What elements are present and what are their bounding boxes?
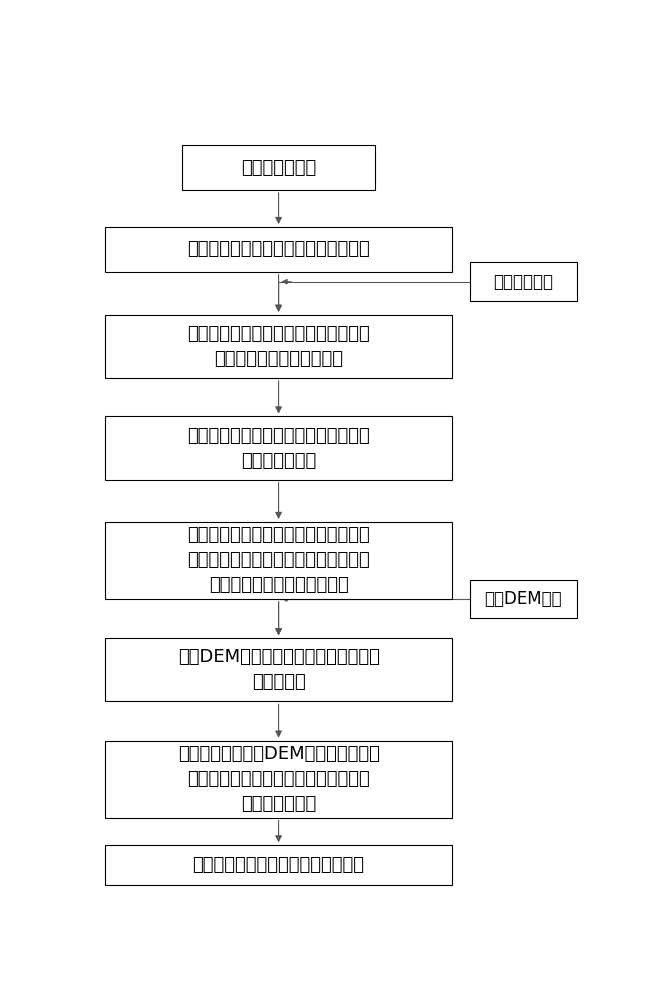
Bar bbox=[182, 145, 376, 190]
Bar bbox=[470, 580, 577, 618]
Text: 设定分段规则，对河道中心线进行分段: 设定分段规则，对河道中心线进行分段 bbox=[188, 240, 370, 258]
Bar bbox=[105, 638, 452, 701]
Text: 河道中心线数据: 河道中心线数据 bbox=[241, 159, 316, 177]
Bar bbox=[105, 227, 452, 272]
Bar bbox=[105, 522, 452, 599]
Text: 遍历DEM网格，基于最近邻插值法计算
网格水位值: 遍历DEM网格，基于最近邻插值法计算 网格水位值 bbox=[178, 648, 380, 691]
Bar bbox=[105, 741, 452, 818]
Bar bbox=[470, 262, 577, 301]
Text: 计算每个水位监测站点到河道中心线的
垂线及其在中心线上的交点: 计算每个水位监测站点到河道中心线的 垂线及其在中心线上的交点 bbox=[188, 325, 370, 368]
Text: 在河道中心处取一DEM网格作为起始种
子点，执行种子区域生长算法，标记所
有洪水淹没网格: 在河道中心处取一DEM网格作为起始种 子点，执行种子区域生长算法，标记所 有洪水… bbox=[178, 745, 380, 813]
Text: 水位监测数据: 水位监测数据 bbox=[494, 273, 553, 291]
Text: 河道DEM数据: 河道DEM数据 bbox=[484, 590, 562, 608]
Bar bbox=[105, 845, 452, 885]
Bar bbox=[105, 315, 452, 378]
Text: 生成洪水淹没范围和淹没水深分布图: 生成洪水淹没范围和淹没水深分布图 bbox=[193, 856, 365, 874]
Text: 让交点处的水位值等于对应水位监测站
点的水位监测值: 让交点处的水位值等于对应水位监测站 点的水位监测值 bbox=[188, 427, 370, 470]
Text: 基于河道中心线上水位监测站交点的水
位值，对所有线段端点按照距离执行分
段线性插值，计算端点水位值: 基于河道中心线上水位监测站交点的水 位值，对所有线段端点按照距离执行分 段线性插… bbox=[188, 526, 370, 594]
Bar bbox=[105, 416, 452, 480]
